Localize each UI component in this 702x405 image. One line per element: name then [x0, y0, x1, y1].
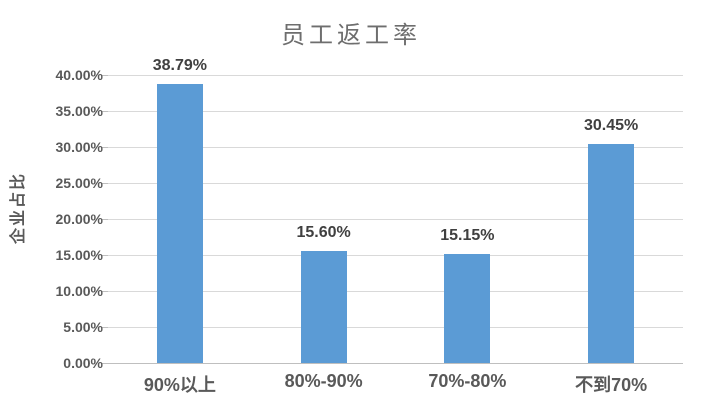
- y-tick-mark: [101, 291, 108, 292]
- plot-area: [108, 75, 683, 364]
- gridline: [108, 183, 683, 184]
- bar-value-label: 15.15%: [440, 226, 495, 244]
- x-axis-line: [108, 363, 683, 364]
- y-tick-label: 30.00%: [55, 139, 103, 155]
- y-tick-label: 20.00%: [55, 211, 103, 227]
- bar-value-label: 30.45%: [583, 116, 639, 134]
- gridline: [108, 219, 683, 220]
- y-tick-label: 0.00%: [63, 355, 103, 371]
- y-tick-label: 35.00%: [55, 103, 103, 119]
- gridline: [108, 327, 683, 328]
- y-tick-mark: [101, 147, 108, 148]
- y-tick-mark: [101, 255, 108, 256]
- y-tick-label: 40.00%: [55, 67, 103, 83]
- bar-80%-90%: [300, 250, 347, 363]
- gridline: [108, 75, 683, 76]
- y-tick-label: 10.00%: [55, 283, 103, 299]
- gridline: [108, 111, 683, 112]
- y-tick-mark: [101, 327, 108, 328]
- bar-不到70%: [588, 143, 635, 363]
- y-tick-label: 5.00%: [63, 319, 103, 335]
- x-category-label: 80%-90%: [284, 371, 363, 391]
- y-tick-mark: [101, 111, 108, 112]
- x-category-label: 不到70%: [575, 375, 648, 395]
- y-tick-mark: [101, 183, 108, 184]
- y-tick-label: 25.00%: [55, 175, 103, 191]
- bar-value-label: 38.79%: [152, 56, 207, 74]
- gridline: [108, 147, 683, 148]
- x-category-label: 70%-80%: [428, 371, 507, 391]
- bar-70%-80%: [444, 253, 491, 363]
- y-tick-mark: [101, 363, 108, 364]
- y-tick-mark: [101, 75, 108, 76]
- bar-value-label: 15.60%: [296, 223, 351, 241]
- y-tick-mark: [101, 219, 108, 220]
- gridline: [108, 291, 683, 292]
- bar-90%以上: [156, 83, 203, 363]
- chart-title: 员工返工率: [281, 22, 421, 49]
- x-category-label: 90%以上: [143, 375, 216, 395]
- gridline: [108, 255, 683, 256]
- y-tick-label: 15.00%: [55, 247, 103, 263]
